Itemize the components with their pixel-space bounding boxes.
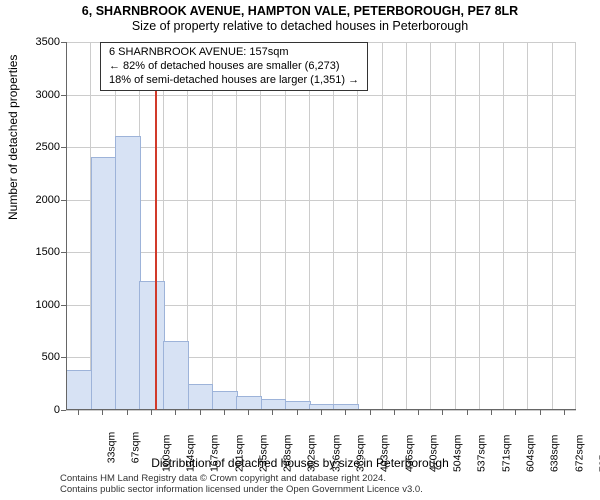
chart-container: 6, SHARNBROOK AVENUE, HAMPTON VALE, PETE… [0,0,600,500]
y-tick-label: 500 [42,351,60,363]
y-axis-line [66,42,67,410]
x-tick-mark [370,410,371,415]
y-tick-label: 0 [54,404,60,416]
x-tick-mark [418,410,419,415]
x-tick-mark [224,410,225,415]
title-address: 6, SHARNBROOK AVENUE, HAMPTON VALE, PETE… [0,0,600,18]
gridline-v [479,42,480,410]
gridline-v [406,42,407,410]
gridline-v [503,42,504,410]
x-tick-mark [102,410,103,415]
x-tick-mark [540,410,541,415]
y-tick-mark [61,410,66,411]
title-subtitle: Size of property relative to detached ho… [0,18,600,35]
y-axis-label: Number of detached properties [6,55,20,220]
x-tick-mark [175,410,176,415]
gridline-v [430,42,431,410]
y-tick-mark [61,252,66,253]
annotation-line-3: 18% of semi-detached houses are larger (… [109,74,359,88]
y-tick-mark [61,200,66,201]
gridline-v [212,42,213,410]
x-tick-mark [321,410,322,415]
bar [91,157,117,410]
gridline-h [66,95,576,96]
gridline-v [575,42,576,410]
x-tick-mark [491,410,492,415]
gridline-v [333,42,334,410]
y-tick-mark [61,95,66,96]
x-tick-mark [467,410,468,415]
gridline-v [455,42,456,410]
gridline-h [66,200,576,201]
annotation-box: 6 SHARNBROOK AVENUE: 157sqm ← 82% of det… [100,42,368,91]
y-tick-mark [61,357,66,358]
x-tick-mark [442,410,443,415]
bar [139,281,165,410]
gridline-h [66,147,576,148]
y-tick-label: 2000 [36,194,60,206]
y-tick-mark [61,42,66,43]
y-tick-label: 3000 [36,89,60,101]
y-tick-mark [61,147,66,148]
bar [212,391,238,410]
gridline-v [260,42,261,410]
gridline-h [66,252,576,253]
x-tick-mark [248,410,249,415]
y-tick-label: 3500 [36,36,60,48]
marker-line [155,42,157,410]
gridline-v [309,42,310,410]
y-tick-label: 1500 [36,246,60,258]
x-tick-mark [78,410,79,415]
annotation-line-2: ← 82% of detached houses are smaller (6,… [109,60,359,74]
x-tick-mark [127,410,128,415]
annotation-line-1: 6 SHARNBROOK AVENUE: 157sqm [109,46,359,60]
x-tick-mark [515,410,516,415]
bar [188,384,214,410]
gridline-v [285,42,286,410]
bar [163,341,189,410]
bar [66,370,92,410]
plot-region [66,42,576,410]
gridline-v [236,42,237,410]
gridline-v [382,42,383,410]
x-tick-mark [200,410,201,415]
x-tick-mark [151,410,152,415]
gridline-v [357,42,358,410]
chart-area [66,42,576,410]
gridline-v [527,42,528,410]
gridline-v [552,42,553,410]
x-tick-mark [564,410,565,415]
footer-line-2: Contains public sector information licen… [60,485,423,496]
y-tick-label: 1000 [36,299,60,311]
footer-attribution: Contains HM Land Registry data © Crown c… [60,474,423,496]
bar [115,136,141,410]
bar [236,396,262,410]
x-tick-mark [394,410,395,415]
x-tick-mark [297,410,298,415]
y-tick-mark [61,305,66,306]
x-axis-label: Distribution of detached houses by size … [0,456,600,470]
x-tick-mark [272,410,273,415]
x-tick-mark [345,410,346,415]
y-tick-label: 2500 [36,141,60,153]
